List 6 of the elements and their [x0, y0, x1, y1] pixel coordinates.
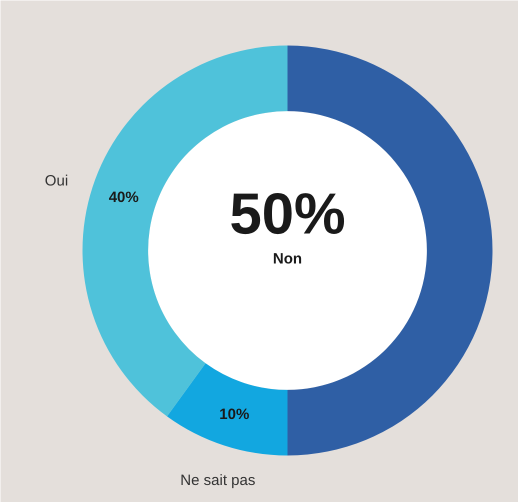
slice-label: Ne sait pas — [180, 472, 256, 489]
data-label: 50% — [229, 181, 346, 246]
slice-label: Oui — [44, 172, 68, 190]
data-label: 40% — [108, 188, 139, 206]
data-label: 10% — [219, 406, 250, 423]
slice-label: Non — [272, 250, 302, 268]
